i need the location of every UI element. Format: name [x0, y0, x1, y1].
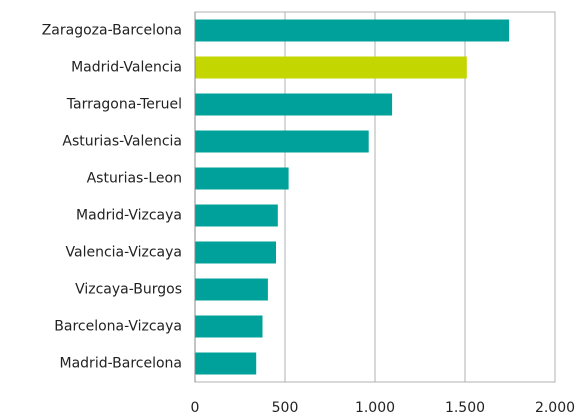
y-tick-label: Madrid-Valencia	[71, 60, 182, 76]
y-tick-label: Valencia-Vizcaya	[66, 245, 183, 261]
y-tick-label: Tarragona-Teruel	[66, 97, 182, 113]
bar	[195, 19, 510, 42]
y-tick-label: Vizcaya-Burgos	[75, 282, 182, 298]
bar	[195, 315, 263, 338]
x-tick-label: 1.500	[445, 400, 485, 416]
bar	[195, 56, 467, 79]
bar	[195, 352, 257, 375]
y-tick-label: Zaragoza-Barcelona	[42, 23, 182, 39]
x-tick-label: 1.000	[355, 400, 395, 416]
y-tick-label: Madrid-Vizcaya	[76, 208, 182, 224]
bar	[195, 130, 369, 153]
x-tick-label: 2.000	[535, 400, 575, 416]
bar	[195, 167, 289, 190]
bar	[195, 241, 276, 264]
y-tick-label: Madrid-Barcelona	[60, 356, 182, 372]
x-tick-label: 0	[191, 400, 200, 416]
y-tick-label: Asturias-Valencia	[62, 134, 182, 150]
bar	[195, 93, 393, 116]
x-tick-label: 500	[272, 400, 299, 416]
bar	[195, 278, 268, 301]
y-tick-label: Barcelona-Vizcaya	[54, 319, 182, 335]
bar	[195, 204, 278, 227]
y-tick-label: Asturias-Leon	[87, 171, 182, 187]
